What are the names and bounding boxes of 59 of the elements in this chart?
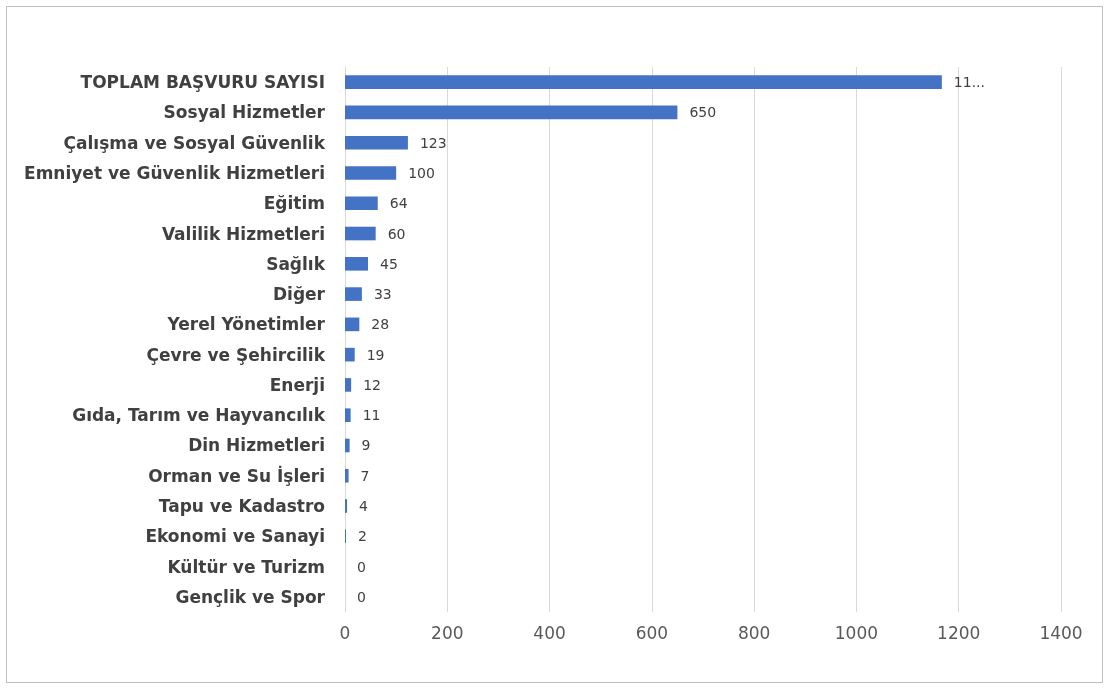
x-tick-label: 1200 [937,622,981,643]
data-label: 33 [373,286,392,303]
data-label: 9 [361,437,371,454]
data-label: 123 [419,134,447,151]
y-tick-label: Emniyet ve Güvenlik Hizmetleri [24,162,325,183]
data-label: 45 [380,255,398,272]
data-label: 11 [362,407,381,424]
data-label: 19 [366,346,385,363]
data-label: 4 [359,498,369,515]
y-tick-label: Sağlık [266,253,326,274]
y-tick-label: Eğitim [263,193,325,214]
x-tick-label: 1400 [1039,622,1083,643]
y-tick-label: Yerel Yönetimler [166,314,326,335]
bar [345,226,376,241]
bar [345,105,678,120]
bar [345,468,349,483]
x-tick-label: 800 [737,622,771,643]
y-tick-label: Çalışma ve Sosyal Güvenlik [63,132,326,153]
y-tick-label: Valilik Hizmetleri [161,223,325,244]
y-tick-label: Din Hizmetleri [188,435,325,456]
y-tick-label: Gençlik ve Spor [175,586,326,607]
y-tick-label: Gıda, Tarım ve Hayvancılık [72,405,326,426]
y-tick-label: Ekonomi ve Sanayi [145,526,325,547]
y-tick-label: Kültür ve Turizm [167,556,325,577]
bar [345,317,360,332]
bar [345,75,942,89]
y-tick-label: Diğer [272,284,326,305]
bar [345,438,350,453]
bar [345,378,352,392]
x-tick-label: 600 [635,622,669,643]
bar [345,256,369,271]
bar [345,135,408,150]
bar [345,196,378,211]
y-tick-label: Sosyal Hizmetler [163,102,326,123]
bar [345,166,397,180]
data-label: 60 [387,225,406,242]
data-label: 100 [408,164,435,181]
x-tick-label: 1000 [834,622,879,643]
bar [345,287,362,301]
y-tick-label: Orman ve Su İşleri [148,464,325,486]
y-tick-label: TOPLAM BAŞVURU SAYISI [80,72,325,93]
data-label: 11... [953,74,986,91]
data-label: 650 [689,104,717,121]
data-label: 0 [357,588,366,605]
bar [345,499,348,513]
data-label: 64 [389,195,408,212]
y-tick-label: Enerji [269,374,325,395]
data-label: 2 [358,528,367,545]
y-tick-label: Çevre ve Şehircilik [146,344,326,365]
data-label: 7 [360,467,370,484]
x-tick-label: 200 [431,622,464,643]
data-label: 12 [363,376,381,393]
x-tick-label: 0 [339,622,351,643]
data-label: 28 [371,316,390,333]
data-label: 0 [357,558,366,575]
x-tick-label: 400 [533,622,566,643]
bar [345,408,351,423]
bar [345,347,355,362]
y-tick-label: Tapu ve Kadastro [158,496,325,517]
